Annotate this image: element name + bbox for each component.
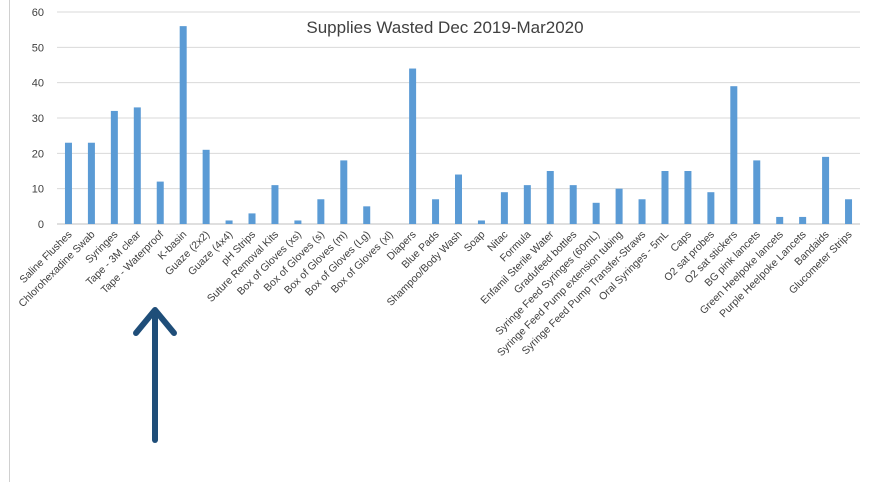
bar (340, 160, 348, 224)
bar (156, 181, 164, 224)
bar (730, 86, 738, 224)
bar (363, 206, 371, 224)
x-tick-label: Soap (462, 229, 488, 255)
bar (523, 185, 531, 224)
y-tick-label: 50 (32, 42, 44, 54)
bar (500, 192, 508, 224)
bar (822, 156, 830, 224)
chart-title: Supplies Wasted Dec 2019-Mar2020 (306, 18, 583, 37)
bar (271, 185, 279, 224)
bar (638, 199, 646, 224)
bar (845, 199, 853, 224)
bar (799, 216, 807, 224)
arrow-head (133, 307, 177, 336)
y-tick-label: 60 (32, 7, 44, 19)
bar (753, 160, 761, 224)
y-tick-label: 30 (32, 113, 44, 125)
gridlines (57, 11, 860, 225)
bar (248, 213, 256, 224)
left-border (9, 0, 10, 482)
bar (477, 220, 485, 224)
bar (776, 216, 784, 224)
bar (225, 220, 233, 224)
bar (615, 188, 623, 224)
bar (110, 110, 118, 224)
bar (661, 171, 669, 224)
y-tick-label: 40 (32, 78, 44, 90)
y-axis-tick-labels: 0 10 20 30 40 50 60 (32, 7, 44, 231)
bar (133, 107, 141, 224)
bar (409, 68, 417, 225)
bar (546, 171, 554, 224)
y-tick-label: 20 (32, 148, 44, 160)
bar (87, 142, 95, 224)
bar (64, 142, 72, 224)
arrow-annotation (133, 307, 177, 443)
y-tick-label: 0 (38, 219, 44, 231)
bar (592, 202, 600, 224)
bar (432, 199, 440, 224)
bar (455, 174, 462, 224)
bar (179, 26, 187, 225)
bar (569, 185, 577, 224)
y-tick-label: 10 (32, 184, 44, 196)
bars (64, 26, 853, 225)
bar (707, 192, 715, 224)
bar (317, 199, 325, 224)
bar (684, 171, 692, 224)
bar (202, 149, 210, 224)
bar (294, 220, 302, 224)
